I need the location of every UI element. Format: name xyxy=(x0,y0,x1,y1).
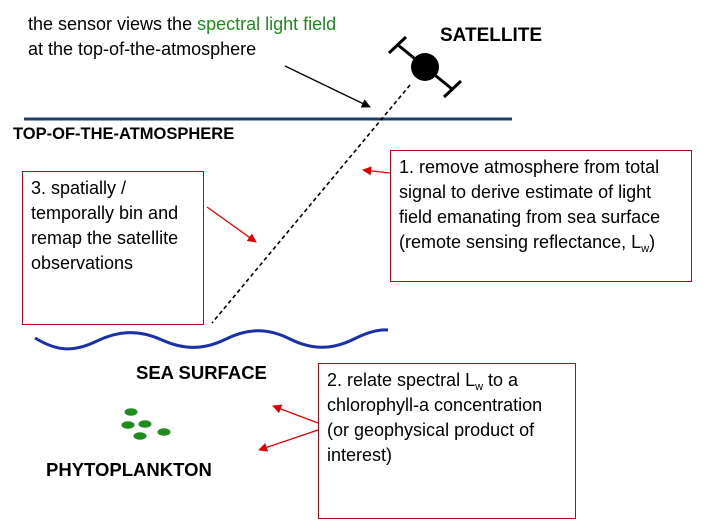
step2-prefix: 2. relate spectral L xyxy=(327,370,476,390)
toa-label: TOP-OF-THE-ATMOSPHERE xyxy=(13,125,235,143)
caption-arrow xyxy=(284,65,371,108)
step1-subscript: w xyxy=(641,243,650,255)
sensor-caption-line2: at the top-of-the-atmosphere xyxy=(28,39,257,59)
sensor-view-line xyxy=(211,84,411,324)
phytoplankton-icon xyxy=(121,408,171,440)
phytoplankton-label: PHYTOPLANKTON xyxy=(46,459,212,480)
step2-arrow-lower xyxy=(258,429,319,452)
step2-text: to a chlorophyll-a concentration (or geo… xyxy=(327,370,543,465)
step1-suffix: ) xyxy=(649,232,656,252)
spectral-light-field-highlight: spectral light field xyxy=(197,14,337,34)
satellite-icon xyxy=(387,35,463,99)
step3-text: 3. spatially / temporally bin and remap … xyxy=(31,178,179,273)
step3-box: 3. spatially / temporally bin and remap … xyxy=(22,171,204,325)
sensor-caption-prefix: the sensor views the xyxy=(28,14,198,34)
step1-text: 1. remove atmosphere from total signal t… xyxy=(399,157,661,252)
step2-box: 2. relate spectral Lw to a chlorophyll-a… xyxy=(318,363,576,519)
step1-box: 1. remove atmosphere from total signal t… xyxy=(390,150,692,282)
step2-subscript: w xyxy=(475,381,484,393)
sea-surface-wave xyxy=(34,328,389,351)
satellite-label: SATELLITE xyxy=(440,25,543,46)
step3-arrow xyxy=(206,206,257,243)
sensor-caption: the sensor views the spectral light fiel… xyxy=(28,12,408,62)
sea-surface-label: SEA SURFACE xyxy=(136,362,267,383)
step2-arrow-upper xyxy=(272,404,319,424)
step1-arrow xyxy=(362,166,391,176)
